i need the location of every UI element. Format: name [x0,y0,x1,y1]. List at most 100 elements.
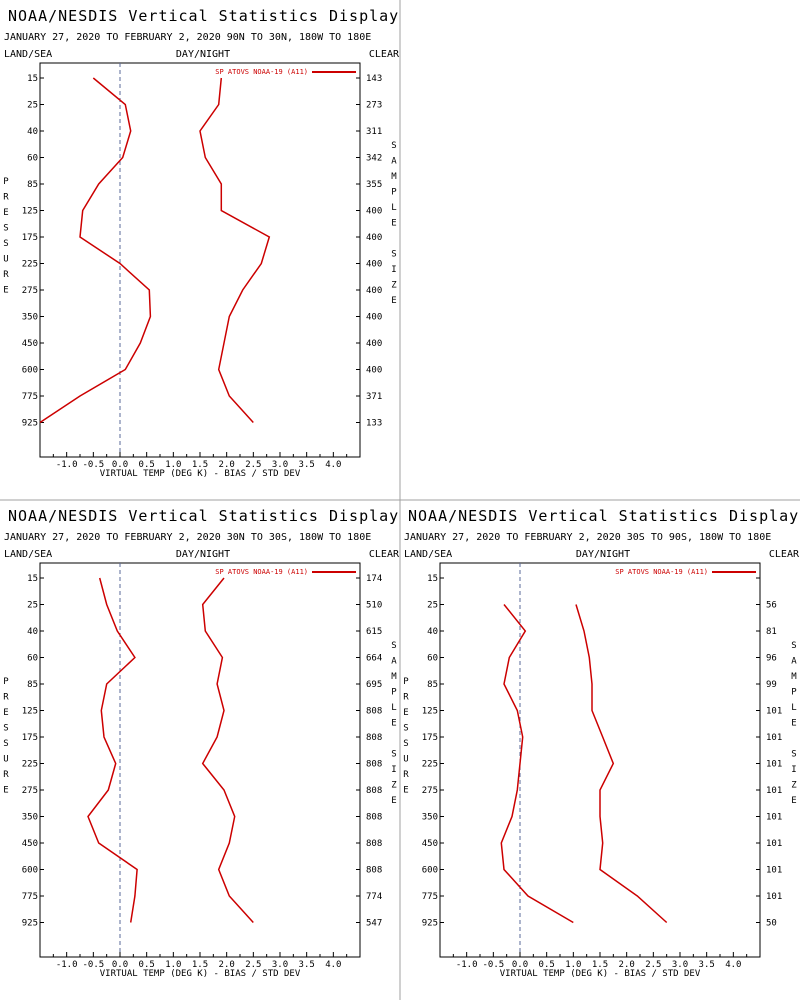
pressure-level-label: 60 [27,154,38,164]
chart-panels: NOAA/NESDIS Vertical Statistics Display J… [3,7,800,979]
series-line-std-dev [575,604,668,924]
label-land-sea: LAND/SEA [4,49,52,60]
y-axis-label-letter: S [3,739,8,749]
sample-size-label: 664 [366,654,382,664]
sample-size-label: 510 [366,601,382,611]
chart-title: NOAA/NESDIS Vertical Statistics Display [8,507,399,525]
sample-size-label: 808 [366,866,382,876]
chart-title: NOAA/NESDIS Vertical Statistics Display [408,507,799,525]
label-clear: CLEAR [769,549,800,560]
pressure-level-label: 775 [422,892,438,902]
x-tick-label: 1.0 [165,960,181,970]
y-axis-label-letter: R [403,693,409,703]
y2-axis-label-letter: I [391,765,396,775]
sample-size-label: 50 [766,919,777,929]
y-axis-label-letter: U [3,755,8,765]
pressure-level-label: 25 [427,601,438,611]
sample-size-label: 81 [766,627,777,637]
pressure-level-label: 175 [22,733,38,743]
y-axis-label-letter: R [3,770,9,780]
pressure-level-label: 925 [22,919,38,929]
y-axis-label-letter: R [403,770,409,780]
chart-panel-1: NOAA/NESDIS Vertical Statistics Display J… [3,7,400,479]
y2-axis-label-letter: S [391,250,396,260]
x-tick-label: 4.0 [725,960,741,970]
pressure-level-label: 450 [22,839,38,849]
y2-axis-label-letter: L [791,703,796,713]
x-tick-label: 2.0 [619,960,635,970]
y2-axis-label-letter: E [391,219,396,229]
chart-panel-2: NOAA/NESDIS Vertical Statistics Display J… [3,507,400,979]
chart-subtitle: JANUARY 27, 2020 TO FEBRUARY 2, 2020 30S… [404,532,771,543]
sample-size-label: 99 [766,680,777,690]
x-axis-label: VIRTUAL TEMP (DEG K) - BIAS / STD DEV [100,969,301,979]
x-tick-label: 3.0 [672,960,688,970]
y2-axis-label-letter: P [391,688,397,698]
sample-size-label: 400 [366,233,382,243]
y2-axis-label-letter: A [791,657,797,667]
x-tick-label: 2.0 [219,960,235,970]
y-axis-label-letter: S [3,724,8,734]
sample-size-label: 774 [366,892,382,902]
pressure-level-label: 925 [22,419,38,429]
sample-size-label: 808 [366,707,382,717]
y-axis-label-letter: S [403,739,408,749]
pressure-level-label: 350 [22,813,38,823]
y2-axis-label-letter: A [391,157,397,167]
y2-axis-label-letter: I [791,765,796,775]
sample-size-label: 400 [366,366,382,376]
sample-size-label: 101 [766,733,782,743]
pressure-level-label: 15 [27,74,38,84]
x-tick-label: 2.0 [219,460,235,470]
label-clear: CLEAR [369,549,400,560]
x-tick-label: 0.5 [539,960,555,970]
y-axis-label-letter: P [3,677,9,687]
y2-axis-label-letter: Z [791,781,797,791]
sample-size-label: 56 [766,601,777,611]
label-land-sea: LAND/SEA [4,549,52,560]
x-tick-label: 3.0 [272,460,288,470]
x-tick-label: 3.0 [272,960,288,970]
sample-size-label: 808 [366,760,382,770]
pressure-level-label: 40 [27,127,38,137]
sample-size-label: 400 [366,207,382,217]
pressure-level-label: 175 [422,733,438,743]
y2-axis-label-letter: Z [391,781,397,791]
sample-size-label: 615 [366,627,382,637]
pressure-level-label: 350 [22,313,38,323]
x-tick-label: 0.0 [112,960,128,970]
y2-axis-label-letter: S [391,750,396,760]
y-axis-label-letter: P [403,677,409,687]
pressure-level-label: 925 [422,919,438,929]
chart-subtitle: JANUARY 27, 2020 TO FEBRUARY 2, 2020 30N… [4,532,371,543]
y-axis-label-letter: R [3,193,9,203]
y-axis-label-letter: E [3,708,8,718]
pressure-level-label: 450 [422,839,438,849]
label-day-night: DAY/NIGHT [576,549,630,560]
y-axis-label-letter: S [3,239,8,249]
pressure-level-label: 15 [427,574,438,584]
label-day-night: DAY/NIGHT [176,49,230,60]
sample-size-label: 371 [366,392,382,402]
sample-size-label: 174 [366,574,382,584]
pressure-level-label: 225 [22,260,38,270]
y2-axis-label-letter: E [791,719,796,729]
pressure-level-label: 85 [27,180,38,190]
sample-size-label: 355 [366,180,382,190]
y-axis-label-letter: R [3,693,9,703]
y2-axis-label-letter: S [391,141,396,151]
label-land-sea: LAND/SEA [404,549,452,560]
pressure-level-label: 15 [27,574,38,584]
y2-axis-label-letter: I [391,265,396,275]
y-axis-label-letter: P [3,177,9,187]
pressure-level-label: 40 [27,627,38,637]
sample-size-label: 808 [366,733,382,743]
sample-size-label: 101 [766,707,782,717]
sample-size-label: 808 [366,813,382,823]
pressure-level-label: 275 [22,286,38,296]
y-axis-label-letter: E [3,208,8,218]
sample-size-label: 133 [366,419,382,429]
x-tick-label: -0.5 [82,960,104,970]
pressure-level-label: 85 [27,680,38,690]
x-tick-label: 0.0 [512,960,528,970]
